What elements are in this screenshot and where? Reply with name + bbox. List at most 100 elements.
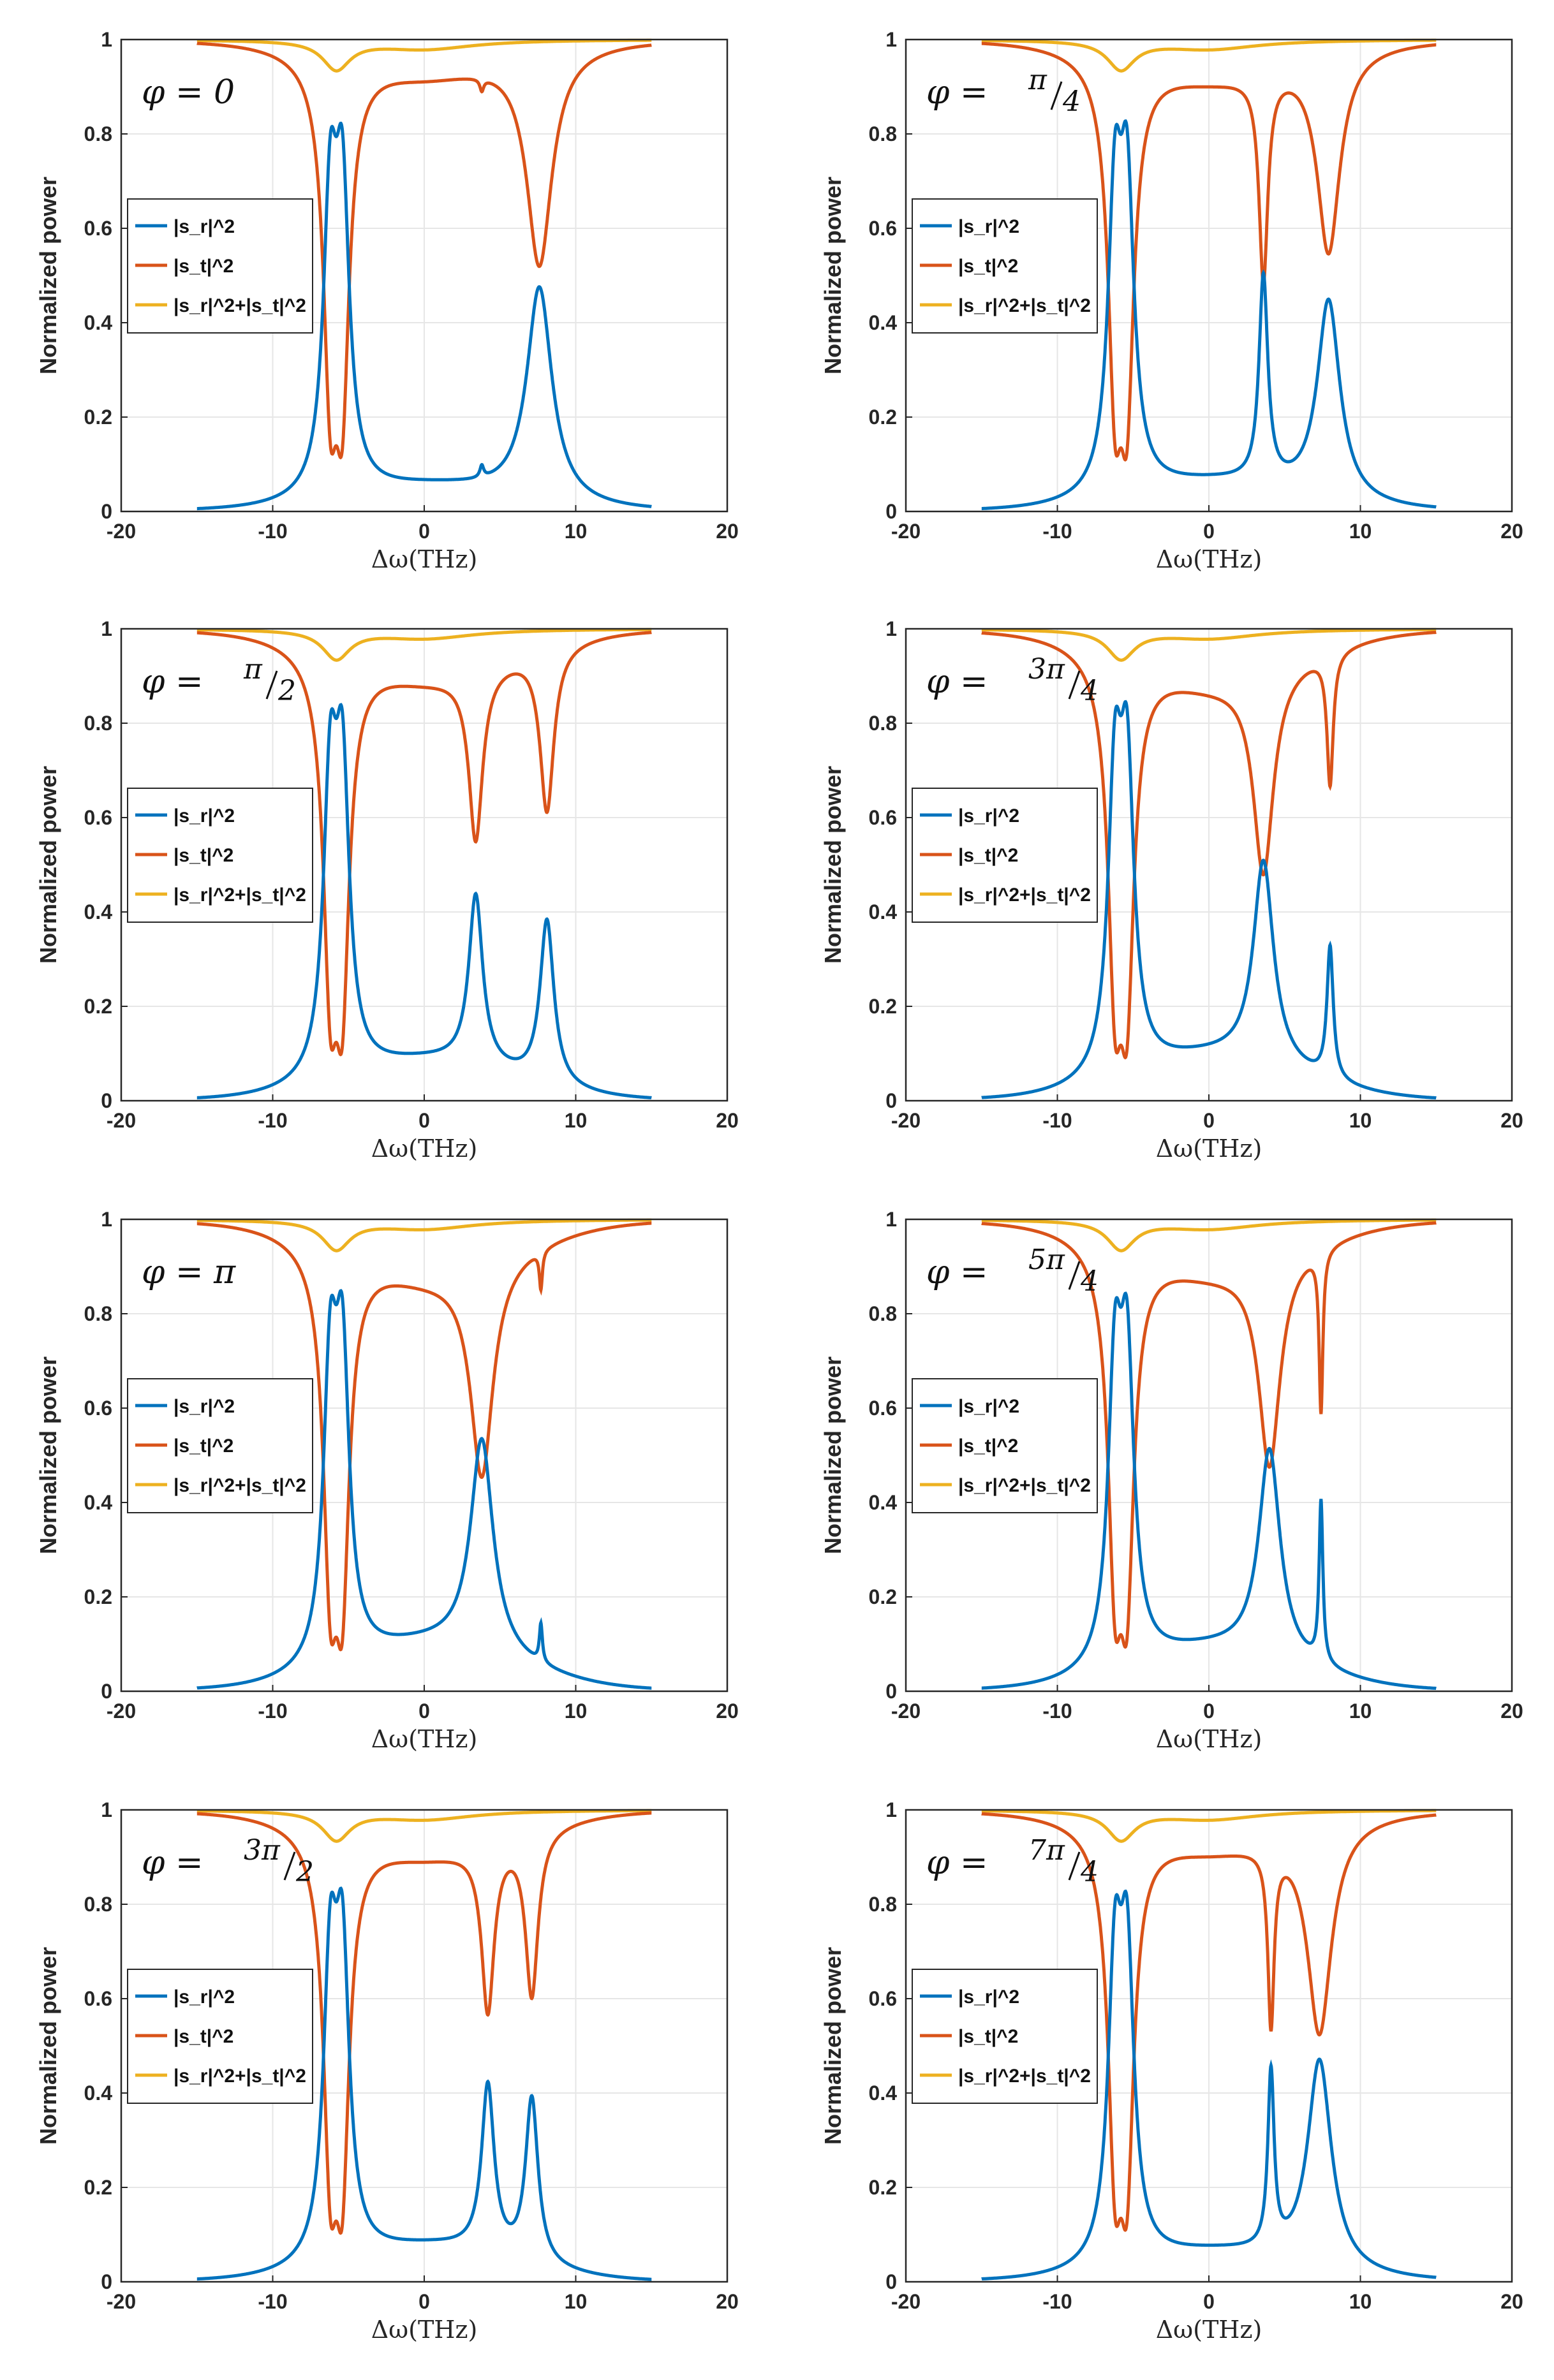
y-tick-label: 0.4	[84, 311, 113, 334]
legend-box	[912, 198, 1098, 334]
phase-label: φ = 0	[142, 73, 235, 112]
series-line-sum	[196, 38, 652, 73]
series-line-reflected	[196, 1289, 652, 1690]
y-tick-label: 0	[101, 1680, 112, 1703]
y-axis-label: Normalized power	[820, 1356, 846, 1554]
legend-entry-2: |s_t|^2	[958, 2026, 1018, 2047]
legend-entry-3: |s_r|^2+|s_t|^2	[958, 2066, 1091, 2087]
x-tick-label: -20	[107, 2290, 136, 2313]
y-tick-label: 0.6	[84, 1987, 112, 2010]
phase-denominator: 4	[1080, 1265, 1099, 1298]
x-tick-label: 10	[565, 520, 588, 543]
legend-entry-2: |s_t|^2	[958, 256, 1018, 277]
y-tick-label: 0.6	[869, 217, 897, 240]
x-tick-label: -10	[1042, 1109, 1072, 1132]
y-tick-label: 0.6	[869, 806, 897, 829]
x-tick-label: 0	[418, 2290, 430, 2313]
x-tick-label: 10	[565, 1109, 588, 1132]
legend: |s_r|^2 |s_t|^2 |s_r|^2+|s_t|^2	[127, 788, 313, 923]
legend-entry-3: |s_r|^2+|s_t|^2	[174, 1475, 306, 1496]
x-tick-label: 10	[1349, 1700, 1372, 1723]
legend-entry-1: |s_r|^2	[958, 805, 1019, 826]
y-tick-label: 0.2	[84, 406, 112, 429]
y-tick-label: 0.2	[84, 1585, 112, 1608]
y-tick-label: 1	[885, 1208, 897, 1231]
x-tick-label: 0	[418, 1700, 430, 1723]
y-tick-label: 1	[885, 617, 897, 640]
y-axis-label: Normalized power	[820, 766, 846, 964]
phase-label: φ =	[926, 73, 988, 112]
legend-entry-2: |s_t|^2	[958, 845, 1018, 866]
legend: |s_r|^2 |s_t|^2 |s_r|^2+|s_t|^2	[912, 1969, 1098, 2104]
y-axis-label: Normalized power	[35, 1947, 61, 2145]
x-tick-label: 10	[565, 2290, 588, 2313]
y-tick-label: 0.6	[869, 1987, 897, 2010]
x-tick-label: 0	[418, 520, 430, 543]
phase-label: φ =	[142, 663, 204, 701]
chart-panel-8: -20 -10 0 10 20 0 0.2 0.4 0.6 0.8 1 Δω(THz) Normaliz…	[820, 1798, 1523, 2344]
y-tick-label: 0.4	[869, 2082, 898, 2105]
x-tick-label: 0	[1203, 1109, 1215, 1132]
series-line-sum	[196, 1218, 652, 1252]
y-tick-label: 0	[101, 500, 112, 523]
phase-fraction-slash	[1050, 81, 1063, 110]
y-tick-label: 1	[885, 28, 897, 51]
series-line-transmitted	[196, 1811, 652, 2235]
legend-entry-2: |s_t|^2	[174, 1436, 233, 1457]
series-line-reflected	[196, 703, 652, 1099]
legend-entry-1: |s_r|^2	[174, 1396, 235, 1417]
x-tick-label: 20	[1500, 1109, 1523, 1132]
legend-entry-2: |s_t|^2	[174, 256, 233, 277]
y-tick-label: 1	[101, 28, 112, 51]
y-tick-label: 0.4	[84, 900, 113, 923]
x-axis-label: Δω(THz)	[1156, 545, 1262, 573]
series-line-transmitted	[196, 631, 652, 1057]
y-axis-label: Normalized power	[35, 766, 61, 964]
phase-fraction-slash	[1068, 1261, 1081, 1290]
y-axis-label: Normalized power	[35, 1356, 61, 1554]
x-tick-label: -10	[258, 1109, 287, 1132]
chart-panel-1: -20 -10 0 10 20 0 0.2 0.4 0.6 0.8 1 Δω(THz) Normaliz…	[35, 28, 739, 573]
y-axis-label: Normalized power	[820, 1947, 846, 2145]
y-axis-label: Normalized power	[35, 177, 61, 374]
x-axis-label: Δω(THz)	[1156, 2316, 1262, 2344]
legend-entry-2: |s_t|^2	[174, 2026, 233, 2047]
y-tick-label: 1	[101, 1798, 112, 1821]
phase-fraction-slash	[1068, 670, 1081, 700]
y-tick-label: 0.8	[869, 1302, 897, 1325]
x-axis-label: Δω(THz)	[371, 545, 478, 573]
x-tick-label: 0	[1203, 520, 1215, 543]
legend-entry-2: |s_t|^2	[174, 845, 233, 866]
legend: |s_r|^2 |s_t|^2 |s_r|^2+|s_t|^2	[912, 1378, 1098, 1513]
chart-panel-3: -20 -10 0 10 20 0 0.2 0.4 0.6 0.8 1 Δω(THz) Normaliz…	[35, 617, 739, 1163]
x-tick-label: -10	[1042, 1700, 1072, 1723]
y-tick-label: 0.2	[869, 2176, 897, 2199]
x-tick-label: -20	[107, 1109, 136, 1132]
y-tick-label: 0.2	[869, 406, 897, 429]
x-tick-label: 20	[716, 1109, 739, 1132]
y-tick-label: 0.4	[84, 1491, 113, 1514]
legend-entry-3: |s_r|^2+|s_t|^2	[958, 295, 1091, 316]
y-tick-label: 0.8	[84, 712, 112, 735]
phase-label: φ =	[926, 663, 988, 701]
phase-numerator: 5π	[1028, 1244, 1065, 1276]
x-tick-label: -20	[891, 1700, 921, 1723]
legend: |s_r|^2 |s_t|^2 |s_r|^2+|s_t|^2	[127, 198, 313, 334]
series-line-transmitted	[196, 1221, 652, 1652]
x-axis-label: Δω(THz)	[1156, 1135, 1262, 1163]
series-line-transmitted	[981, 41, 1437, 462]
legend: |s_r|^2 |s_t|^2 |s_r|^2+|s_t|^2	[912, 198, 1098, 334]
y-tick-label: 0.6	[869, 1397, 897, 1420]
x-tick-label: 0	[1203, 2290, 1215, 2313]
y-tick-label: 0.8	[869, 122, 897, 145]
series-line-sum	[196, 628, 652, 662]
y-tick-label: 0	[885, 500, 897, 523]
phase-denominator: 2	[295, 1856, 314, 1888]
series-line-reflected	[981, 119, 1437, 510]
legend-entry-2: |s_t|^2	[958, 1436, 1018, 1457]
y-tick-label: 0.6	[84, 806, 112, 829]
x-tick-label: -20	[107, 520, 136, 543]
y-tick-label: 0.4	[869, 900, 898, 923]
chart-panel-7: -20 -10 0 10 20 0 0.2 0.4 0.6 0.8 1 Δω(THz) Normaliz…	[35, 1798, 739, 2344]
